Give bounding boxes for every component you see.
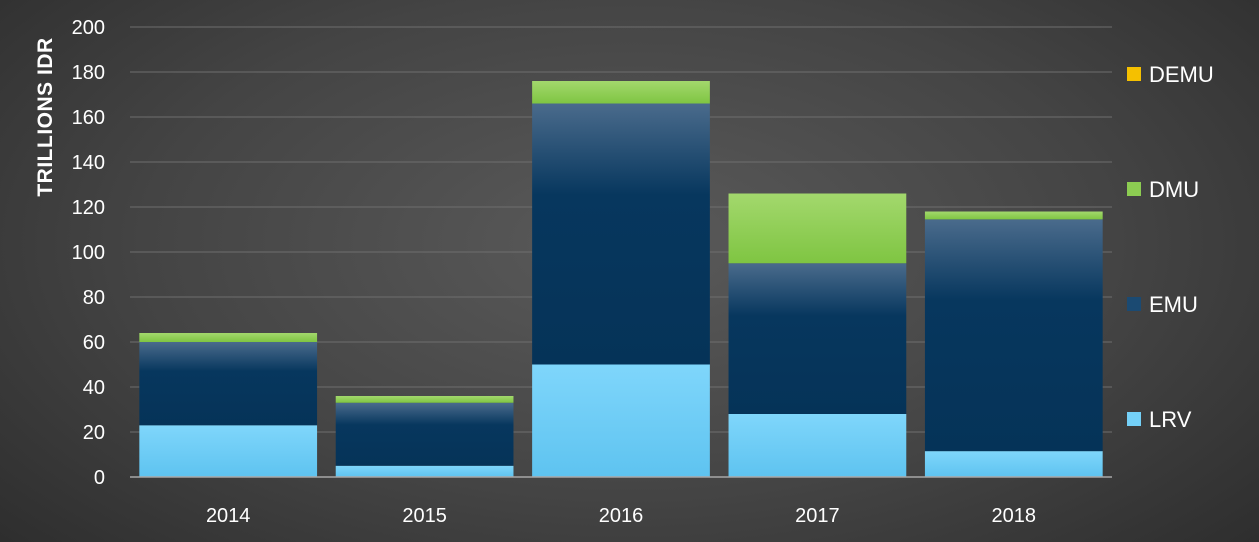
y-axis-label: TRILLIONS IDR — [34, 37, 57, 196]
bar-dmu-2018 — [924, 211, 1103, 220]
legend: DEMU DMU EMU LRV — [1127, 62, 1214, 432]
bar-lrv-2015 — [335, 465, 514, 477]
legend-swatch — [1127, 412, 1141, 426]
legend-swatch — [1127, 182, 1141, 196]
x-tick-label: 2016 — [599, 505, 644, 527]
bars — [139, 81, 1103, 477]
bar-dmu-2014 — [139, 333, 318, 342]
y-tick-label: 100 — [72, 242, 105, 264]
y-tick-label: 160 — [72, 107, 105, 129]
bar-lrv-2017 — [728, 414, 907, 477]
bar-emu-2015 — [335, 402, 514, 466]
legend-label: DEMU — [1149, 62, 1214, 87]
legend-label: EMU — [1149, 292, 1198, 317]
y-tick-label: 20 — [83, 422, 105, 444]
legend-item-lrv: LRV — [1127, 407, 1192, 432]
bar-lrv-2014 — [139, 425, 318, 477]
legend-swatch — [1127, 297, 1141, 311]
bar-lrv-2018 — [924, 451, 1103, 477]
y-tick-label: 40 — [83, 377, 105, 399]
y-tick-label: 120 — [72, 197, 105, 219]
bar-dmu-2016 — [532, 81, 710, 104]
y-axis-ticks: 0 20 40 60 80 100 120 140 160 180 200 — [72, 17, 105, 489]
legend-swatch — [1127, 67, 1141, 81]
legend-item-emu: EMU — [1127, 292, 1198, 317]
legend-item-dmu: DMU — [1127, 177, 1199, 202]
y-tick-label: 200 — [72, 17, 105, 39]
x-tick-label: 2018 — [992, 505, 1037, 527]
legend-label: LRV — [1149, 407, 1192, 432]
x-tick-label: 2015 — [402, 505, 447, 527]
bar-emu-2014 — [139, 342, 318, 426]
x-tick-label: 2014 — [206, 505, 251, 527]
bar-emu-2016 — [532, 103, 710, 365]
y-tick-label: 140 — [72, 152, 105, 174]
y-tick-label: 0 — [94, 467, 105, 489]
bar-dmu-2015 — [335, 396, 514, 403]
y-tick-label: 60 — [83, 332, 105, 354]
bar-lrv-2016 — [532, 364, 710, 477]
bar-emu-2018 — [924, 219, 1103, 452]
x-tick-label: 2017 — [795, 505, 840, 527]
y-tick-label: 80 — [83, 287, 105, 309]
legend-item-demu: DEMU — [1127, 62, 1214, 87]
bar-emu-2017 — [728, 263, 907, 414]
legend-label: DMU — [1149, 177, 1199, 202]
y-tick-label: 180 — [72, 62, 105, 84]
bar-dmu-2017 — [728, 193, 907, 264]
x-axis-ticks: 2014 2015 2016 2017 2018 — [206, 505, 1036, 527]
